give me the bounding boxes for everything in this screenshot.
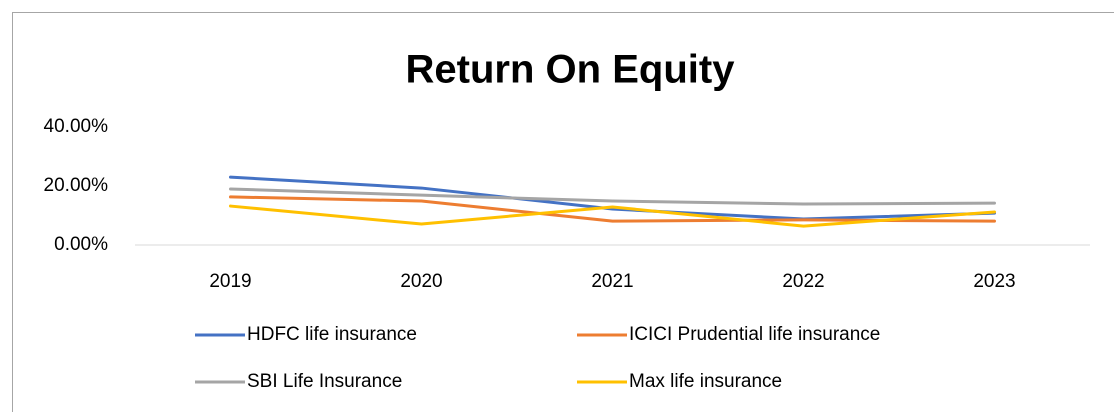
y-tick-label: 0.00%: [54, 234, 108, 255]
x-tick-label: 2023: [973, 271, 1015, 292]
series-line: [229, 175, 996, 221]
series-line: [229, 204, 996, 228]
legend-label: SBI Life Insurance: [247, 371, 402, 392]
legend-label: ICICI Prudential life insurance: [629, 324, 880, 345]
x-tick-label: 2020: [400, 271, 442, 292]
series-line: [229, 187, 996, 206]
legend-label: HDFC life insurance: [247, 324, 417, 345]
y-tick-label: 20.00%: [44, 175, 109, 196]
y-tick-label: 40.00%: [44, 116, 109, 137]
x-tick-label: 2022: [782, 271, 824, 292]
legend-label: Max life insurance: [629, 371, 782, 392]
x-tick-label: 2021: [591, 271, 633, 292]
x-tick-label: 2019: [209, 271, 251, 292]
chart-title: Return On Equity: [406, 48, 736, 92]
